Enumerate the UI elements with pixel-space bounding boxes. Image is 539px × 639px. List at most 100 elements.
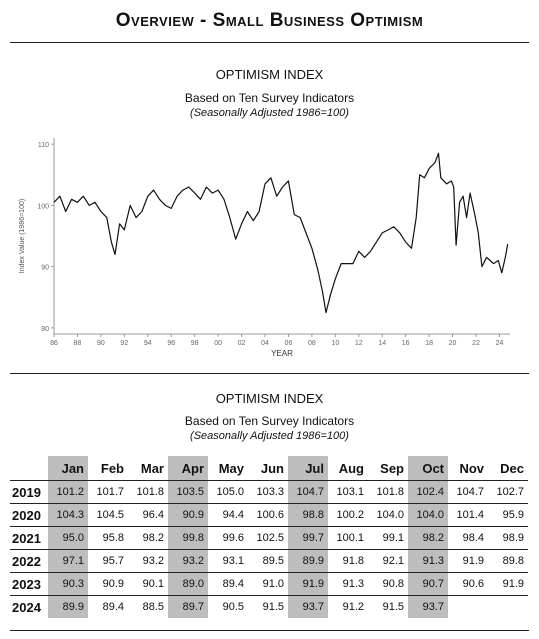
value-cell: 98.4 <box>448 526 488 550</box>
x-axis-label: YEAR <box>271 349 293 358</box>
column-header-jun: Jun <box>248 456 288 481</box>
x-tick-label: 08 <box>308 340 316 347</box>
value-cell: 91.9 <box>288 572 328 596</box>
corner-cell <box>10 456 48 481</box>
column-header-feb: Feb <box>88 456 128 481</box>
value-cell: 90.3 <box>48 572 88 596</box>
value-cell: 104.0 <box>368 503 408 527</box>
column-header-nov: Nov <box>448 456 488 481</box>
table-header-row: Jan Feb Mar Apr May Jun Jul Aug Sep Oct Nov Dec <box>10 456 528 481</box>
x-tick-label: 16 <box>402 340 410 347</box>
value-cell: 98.2 <box>408 526 448 550</box>
x-tick-label: 04 <box>261 340 269 347</box>
x-tick-label: 14 <box>378 340 386 347</box>
value-cell: 90.9 <box>168 503 208 527</box>
x-tick-label: 90 <box>97 340 105 347</box>
x-tick-label: 96 <box>167 340 175 347</box>
value-cell: 93.7 <box>288 595 328 618</box>
x-tick-label: 18 <box>425 340 433 347</box>
value-cell: 95.8 <box>88 526 128 550</box>
table-row: 2019 101.2 101.7 101.8 103.5 105.0 103.3 104.7 1… <box>10 480 528 504</box>
optimism-index-table: Jan Feb Mar Apr May Jun Jul Aug Sep Oct Nov Dec 201… <box>10 456 528 618</box>
column-header-may: May <box>208 456 248 481</box>
value-cell: 93.2 <box>128 549 168 573</box>
value-cell: 91.3 <box>408 549 448 573</box>
table-row: 2021 95.0 95.8 98.2 99.8 99.6 102.5 99.7 100.1 99… <box>10 526 528 550</box>
value-cell: 101.4 <box>448 503 488 527</box>
value-cell: 97.1 <box>48 549 88 573</box>
value-cell: 98.2 <box>128 526 168 550</box>
optimism-index-series-line <box>53 152 509 314</box>
value-cell: 103.5 <box>168 480 208 504</box>
value-cell: 104.0 <box>408 503 448 527</box>
value-cell: 90.5 <box>208 595 248 618</box>
value-cell: 91.2 <box>328 595 368 618</box>
x-tick-label: 06 <box>285 340 293 347</box>
value-cell: 95.9 <box>488 503 528 527</box>
value-cell: 94.4 <box>208 503 248 527</box>
y-tick-label: 110 <box>38 142 49 149</box>
value-cell: 100.6 <box>248 503 288 527</box>
column-header-apr: Apr <box>168 456 208 481</box>
value-cell: 93.7 <box>408 595 448 618</box>
table-row: 2023 90.3 90.9 90.1 89.0 89.4 91.0 91.9 91.3 90.8… <box>10 572 528 596</box>
bottom-rule <box>10 630 529 631</box>
value-cell <box>448 595 488 618</box>
top-rule <box>10 42 529 43</box>
value-cell: 100.1 <box>328 526 368 550</box>
row-year-2023: 2023 <box>10 572 48 596</box>
x-tick-label: 02 <box>238 340 246 347</box>
row-year-2019: 2019 <box>10 480 48 504</box>
table-title: OPTIMISM INDEX <box>215 391 324 406</box>
value-cell: 91.8 <box>328 549 368 573</box>
x-tick-label: 94 <box>144 340 152 347</box>
value-cell: 102.7 <box>488 480 528 504</box>
table-row: 2024 89.9 89.4 88.5 89.7 90.5 91.5 93.7 91.2 91.5… <box>10 595 528 618</box>
value-cell: 102.5 <box>248 526 288 550</box>
value-cell: 89.4 <box>88 595 128 618</box>
row-year-2020: 2020 <box>10 503 48 527</box>
optimism-line-chart: 80 90 100 110 86 88 90 92 94 96 98 00 02 04 06 08 10 12 14… <box>19 138 510 358</box>
y-axis-label: Index Value (1986=100) <box>19 199 26 273</box>
value-cell: 89.8 <box>488 549 528 573</box>
column-header-jul: Jul <box>288 456 328 481</box>
value-cell: 89.4 <box>208 572 248 596</box>
value-cell: 91.5 <box>368 595 408 618</box>
value-cell: 90.8 <box>368 572 408 596</box>
value-cell: 95.7 <box>88 549 128 573</box>
chart-note: (Seasonally Adjusted 1986=100) <box>190 107 349 119</box>
value-cell: 102.4 <box>408 480 448 504</box>
x-tick-label: 20 <box>449 340 457 347</box>
value-cell: 100.2 <box>328 503 368 527</box>
value-cell: 104.7 <box>288 480 328 504</box>
value-cell: 96.4 <box>128 503 168 527</box>
row-year-2024: 2024 <box>10 595 48 618</box>
value-cell: 90.6 <box>448 572 488 596</box>
x-tick-label: 24 <box>496 340 504 347</box>
value-cell: 91.9 <box>488 572 528 596</box>
value-cell: 103.3 <box>248 480 288 504</box>
column-header-sep: Sep <box>368 456 408 481</box>
value-cell: 105.0 <box>208 480 248 504</box>
x-tick-label: 12 <box>355 340 363 347</box>
chart-title: OPTIMISM INDEX <box>215 67 324 82</box>
x-tick-label: 22 <box>472 340 480 347</box>
middle-rule <box>10 373 529 374</box>
value-cell: 99.6 <box>208 526 248 550</box>
table-body: 2019 101.2 101.7 101.8 103.5 105.0 103.3 104.7 1… <box>10 480 528 618</box>
x-tick-label: 88 <box>74 340 82 347</box>
column-header-mar: Mar <box>128 456 168 481</box>
column-header-jan: Jan <box>48 456 88 481</box>
x-tick-label: 92 <box>120 340 128 347</box>
x-tick-label: 00 <box>214 340 222 347</box>
value-cell: 89.7 <box>168 595 208 618</box>
value-cell <box>488 595 528 618</box>
table-row: 2022 97.1 95.7 93.2 93.2 93.1 89.5 89.9 91.8 92.1… <box>10 549 528 573</box>
value-cell: 90.1 <box>128 572 168 596</box>
value-cell: 89.0 <box>168 572 208 596</box>
value-cell: 101.7 <box>88 480 128 504</box>
page-title: Overview - Small Business Optimism <box>115 10 424 31</box>
value-cell: 99.1 <box>368 526 408 550</box>
value-cell: 93.1 <box>208 549 248 573</box>
table-row: 2020 104.3 104.5 96.4 90.9 94.4 100.6 98.8 100.2… <box>10 503 528 527</box>
